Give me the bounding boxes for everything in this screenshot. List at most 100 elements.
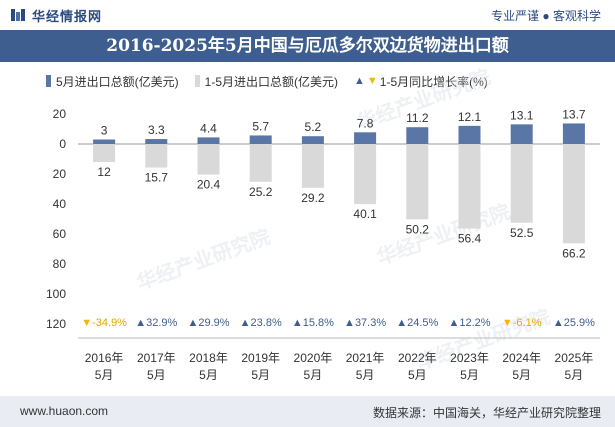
x-tick-year-2: 2018年 [189,351,228,365]
watermark-2: 华经产业研究院 [374,199,514,269]
growth-value-3: 23.8% [251,317,282,329]
chart-title: 2016-2025年5月中国与厄瓜多尔双边货物进出口额 [106,36,509,56]
triangle-up-icon: ▲ [448,317,459,329]
x-tick-month-7: 5月 [460,368,479,382]
label-cumulative-3: 25.2 [249,185,273,199]
legend-label-cumulative: 1-5月进出口总额(亿美元) [204,74,339,89]
growth-label-2: ▲29.9% [187,317,229,329]
triangle-down-icon: ▼ [502,317,513,329]
bar-cumulative-1 [145,144,168,168]
growth-label-4: ▲15.8% [292,317,334,329]
label-cumulative-0: 12 [97,165,111,179]
triangle-down-icon: ▼ [366,75,378,87]
x-tick-year-0: 2016年 [85,351,124,365]
label-cumulative-7: 56.4 [458,232,482,246]
bar-monthly-3 [249,135,272,144]
triangle-up-icon: ▲ [354,75,365,87]
triangle-up-icon: ▲ [396,317,407,329]
label-monthly-9: 13.7 [562,107,586,121]
bar-monthly-9 [562,123,585,144]
y-tick-label-0: 20 [53,107,67,121]
legend-swatch-cumulative [194,75,200,87]
label-monthly-4: 5.2 [305,120,322,134]
bar-cumulative-3 [249,144,272,182]
triangle-up-icon: ▲ [553,317,564,329]
logo-text: 华经情报网 [32,9,103,24]
x-tick-month-5: 5月 [356,368,375,382]
bar-monthly-6 [406,127,429,144]
bar-cumulative-0 [93,144,116,162]
triangle-up-icon: ▲ [135,317,146,329]
growth-value-6: 24.5% [407,317,438,329]
x-tick-month-9: 5月 [565,368,584,382]
growth-value-1: 32.9% [146,317,177,329]
x-tick-year-5: 2021年 [346,351,385,365]
legend-item-monthly: 5月进出口总额(亿美元) [46,73,179,90]
growth-label-9: ▲25.9% [553,317,595,329]
x-tick-year-6: 2022年 [398,351,437,365]
bar-monthly-0 [93,139,116,144]
label-cumulative-5: 40.1 [353,207,377,221]
x-tick-year-9: 2025年 [555,351,594,365]
logo-icon [11,9,25,21]
label-monthly-8: 13.1 [510,108,534,122]
y-tick-label-1: 0 [59,137,66,151]
bar-cumulative-7 [458,144,481,229]
y-tick-label-2: 20 [53,167,67,181]
label-cumulative-4: 29.2 [301,191,325,205]
label-monthly-3: 5.7 [252,119,269,133]
x-tick-month-0: 5月 [95,368,114,382]
x-tick-year-1: 2017年 [137,351,176,365]
bar-monthly-2 [197,137,220,144]
x-tick-year-4: 2020年 [294,351,333,365]
bar-cumulative-6 [406,144,429,220]
growth-label-0: ▼-34.9% [81,317,127,329]
footer-bar: www.huaon.com 数据来源：中国海关，华经产业研究院整理 [0,396,615,427]
y-tick-label-3: 40 [53,197,67,211]
label-monthly-2: 4.4 [200,121,217,135]
top-bar: 华经情报网 专业严谨 ● 客观科学 [0,0,615,30]
x-tick-month-3: 5月 [251,368,270,382]
y-tick-label-7: 120 [46,317,66,331]
growth-label-3: ▲23.8% [240,317,282,329]
x-tick-month-2: 5月 [199,368,218,382]
triangle-up-icon: ▲ [344,317,355,329]
y-tick-label-6: 100 [46,287,66,301]
growth-value-2: 29.9% [198,317,229,329]
legend-item-growth: ▲ ▼ 1-5月同比增长率(%) [354,73,488,90]
label-monthly-1: 3.3 [148,123,165,137]
label-monthly-6: 11.2 [406,111,429,125]
bar-cumulative-2 [197,144,220,175]
x-tick-year-8: 2024年 [502,351,541,365]
triangle-up-icon: ▲ [292,317,303,329]
label-cumulative-6: 50.2 [406,222,430,236]
y-tick-label-4: 60 [53,227,67,241]
y-tick-label-5: 80 [53,257,67,271]
slogan: 专业严谨 ● 客观科学 [491,9,601,23]
x-tick-month-4: 5月 [304,368,323,382]
growth-label-6: ▲24.5% [396,317,438,329]
triangle-up-icon: ▲ [240,317,251,329]
bar-cumulative-8 [510,144,533,223]
label-monthly-5: 7.8 [357,116,374,130]
label-monthly-0: 3 [101,124,108,138]
footer-source: 数据来源：中国海关，华经产业研究院整理 [372,406,601,420]
bar-monthly-5 [354,132,377,144]
legend-swatch-monthly [46,75,51,87]
growth-value-7: 12.2% [459,317,490,329]
legend-item-cumulative: 1-5月进出口总额(亿美元) [194,73,339,90]
bar-monthly-4 [301,136,324,144]
label-cumulative-9: 66.2 [562,246,586,260]
growth-value-8: -6.1% [513,317,542,329]
growth-label-5: ▲37.3% [344,317,386,329]
label-monthly-7: 12.1 [458,110,482,124]
x-tick-month-8: 5月 [512,368,531,382]
label-cumulative-1: 15.7 [145,171,169,185]
legend-label-monthly: 5月进出口总额(亿美元) [56,74,179,89]
bar-cumulative-4 [301,144,324,188]
triangle-up-icon: ▲ [187,317,198,329]
growth-label-7: ▲12.2% [448,317,490,329]
bar-monthly-7 [458,125,481,144]
triangle-down-icon: ▼ [81,317,92,329]
